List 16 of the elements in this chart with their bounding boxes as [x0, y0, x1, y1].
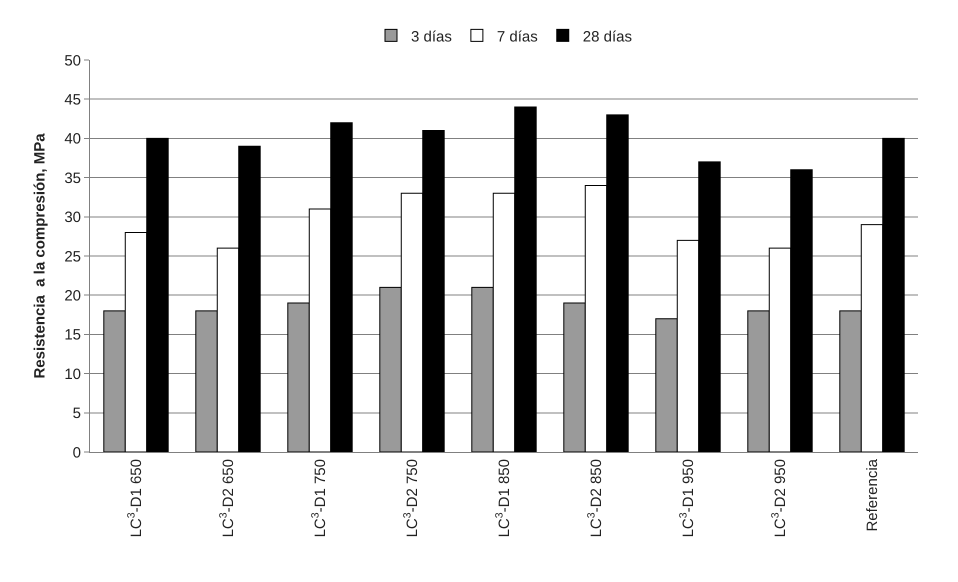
y-tick-label: 40 [64, 130, 81, 148]
legend-label: 7 días [496, 28, 538, 46]
x-tick-label: Referencia [864, 458, 881, 532]
y-tick-label: 0 [72, 444, 81, 462]
y-tick-label: 30 [64, 209, 81, 226]
y-tick-label: 10 [64, 366, 81, 383]
y-tick-label: 5 [72, 405, 81, 422]
legend-label: 28 días [582, 28, 632, 46]
y-tick-label: 35 [64, 170, 81, 187]
y-tick-label: 50 [64, 52, 81, 70]
legend-label: 3 días [411, 28, 452, 46]
y-tick-label: 15 [64, 326, 81, 344]
y-tick-label: 25 [64, 248, 81, 266]
y-tick-label: 20 [64, 287, 81, 304]
y-tick-label: 45 [64, 91, 81, 108]
y-axis-title: Resistencia a la compresión, MPa [32, 132, 49, 379]
